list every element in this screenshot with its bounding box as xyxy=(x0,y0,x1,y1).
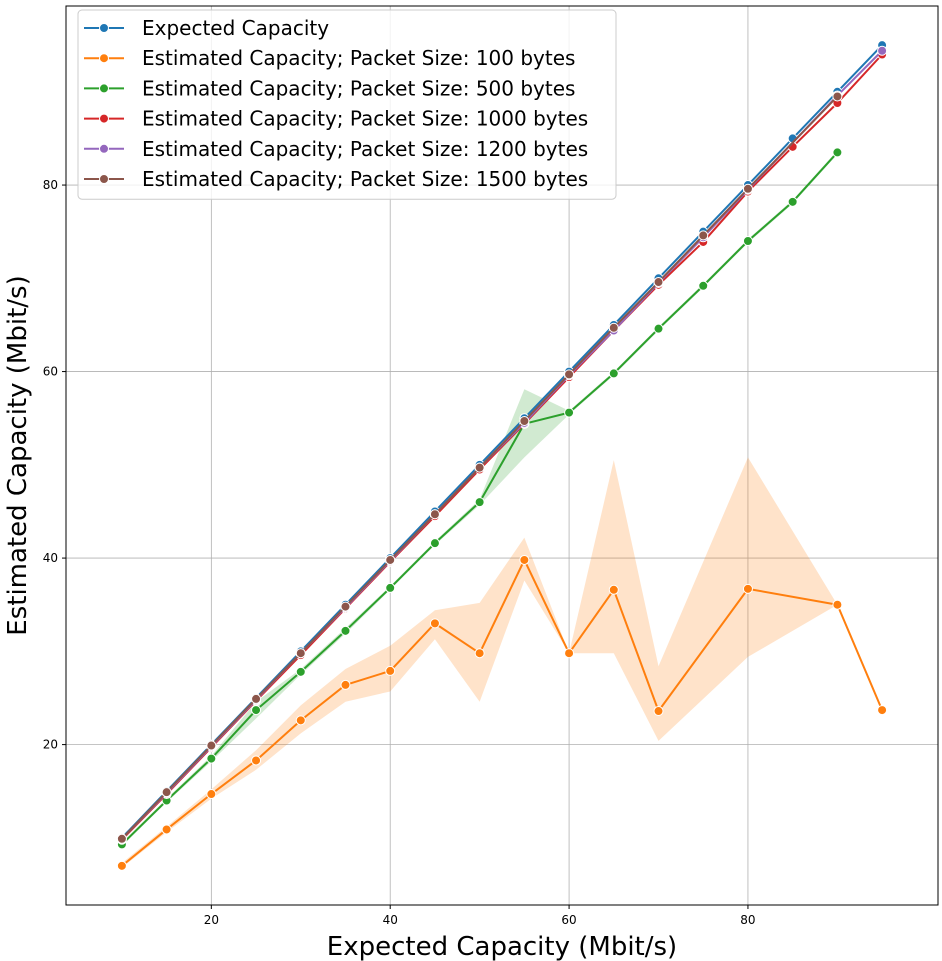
legend-label: Estimated Capacity; Packet Size: 500 byt… xyxy=(142,76,575,100)
data-point xyxy=(429,618,440,629)
data-point xyxy=(742,236,753,247)
data-point xyxy=(653,323,664,334)
series xyxy=(116,91,843,844)
data-point xyxy=(251,755,262,766)
data-point xyxy=(698,280,709,291)
plot-frame xyxy=(65,5,939,906)
legend-marker xyxy=(99,23,109,33)
data-point xyxy=(653,706,664,717)
series-lines xyxy=(116,40,888,871)
data-point xyxy=(340,625,351,636)
data-point xyxy=(877,45,888,56)
confidence-band xyxy=(121,457,883,868)
data-point xyxy=(787,196,798,207)
x-tick-label: 40 xyxy=(383,913,398,927)
data-point xyxy=(251,693,262,704)
legend-item: Estimated Capacity; Packet Size: 1500 by… xyxy=(84,167,588,191)
data-point xyxy=(519,415,530,426)
legend-item: Estimated Capacity; Packet Size: 100 byt… xyxy=(84,46,575,70)
legend-marker xyxy=(99,143,109,154)
legend-item: Expected Capacity xyxy=(84,16,329,40)
data-point xyxy=(385,554,396,565)
data-point xyxy=(564,648,575,659)
y-tick-label: 40 xyxy=(43,551,58,565)
data-point xyxy=(653,277,664,288)
legend-label: Estimated Capacity; Packet Size: 1000 by… xyxy=(142,107,588,131)
y-axis-label: Estimated Capacity (Mbit/s) xyxy=(3,275,33,635)
data-point xyxy=(742,583,753,594)
data-point xyxy=(608,322,619,333)
legend-label: Estimated Capacity; Packet Size: 100 byt… xyxy=(142,46,575,70)
legend: Expected Capacity Estimated Capacity; Pac… xyxy=(77,9,617,200)
data-point xyxy=(340,679,351,690)
axis-ticks: 20 40 60 80 20 40 60 80 xyxy=(43,178,756,927)
legend-label: Expected Capacity xyxy=(142,16,329,40)
legend-box xyxy=(77,9,617,200)
data-point xyxy=(564,407,575,418)
x-tick-label: 80 xyxy=(740,913,755,927)
data-point xyxy=(832,147,843,158)
data-point xyxy=(340,601,351,612)
legend-item: Estimated Capacity; Packet Size: 1000 by… xyxy=(84,107,588,131)
x-axis-label: Expected Capacity (Mbit/s) xyxy=(327,932,677,961)
y-tick-label: 80 xyxy=(43,178,58,192)
data-point xyxy=(474,497,485,508)
data-point xyxy=(385,582,396,593)
data-point xyxy=(295,666,306,677)
data-point xyxy=(608,584,619,595)
y-tick-label: 60 xyxy=(43,365,58,379)
legend-label: Estimated Capacity; Packet Size: 1200 by… xyxy=(142,137,588,161)
legend-marker xyxy=(99,83,109,94)
data-point xyxy=(206,789,217,800)
data-point xyxy=(742,183,753,194)
x-tick-label: 20 xyxy=(204,913,219,927)
data-point xyxy=(206,740,217,751)
data-point xyxy=(116,860,127,871)
series-line xyxy=(121,95,839,840)
data-point xyxy=(429,509,440,520)
data-point xyxy=(206,753,217,764)
legend-marker xyxy=(99,53,109,64)
data-point xyxy=(519,554,530,565)
legend-marker xyxy=(99,174,109,184)
series-line xyxy=(121,558,884,867)
series xyxy=(116,554,888,871)
legend-marker xyxy=(99,113,109,124)
y-tick-label: 20 xyxy=(43,738,58,752)
data-point xyxy=(161,824,172,835)
data-point xyxy=(564,369,575,380)
data-point xyxy=(832,91,843,102)
data-point xyxy=(161,787,172,798)
legend-label: Estimated Capacity; Packet Size: 1500 by… xyxy=(142,167,588,191)
legend-item: Estimated Capacity; Packet Size: 1200 by… xyxy=(84,137,588,161)
data-point xyxy=(295,648,306,659)
data-point xyxy=(698,230,709,241)
data-point xyxy=(251,705,262,716)
data-point xyxy=(832,599,843,610)
data-point xyxy=(385,665,396,676)
data-point xyxy=(429,538,440,549)
data-point xyxy=(877,705,888,716)
data-point xyxy=(116,833,127,844)
data-point xyxy=(474,648,485,659)
data-point xyxy=(608,368,619,379)
legend-item: Estimated Capacity; Packet Size: 500 byt… xyxy=(84,76,575,100)
data-point xyxy=(295,715,306,726)
x-tick-label: 60 xyxy=(561,913,576,927)
data-point xyxy=(474,462,485,473)
